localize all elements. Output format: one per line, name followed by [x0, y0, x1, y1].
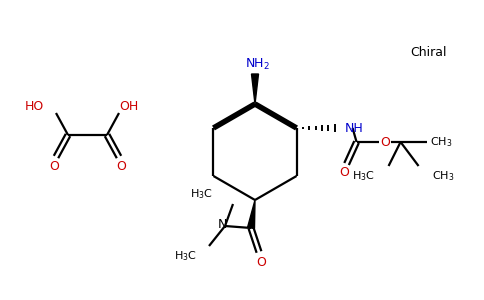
Text: Chiral: Chiral	[410, 46, 447, 59]
Text: O: O	[256, 256, 266, 268]
Text: CH$_3$: CH$_3$	[432, 169, 454, 183]
Text: H$_3$C: H$_3$C	[190, 187, 213, 201]
Text: CH$_3$: CH$_3$	[430, 135, 453, 149]
Text: H$_3$C: H$_3$C	[174, 249, 197, 263]
Polygon shape	[252, 74, 258, 104]
Text: OH: OH	[120, 100, 138, 112]
Polygon shape	[247, 200, 255, 229]
Text: NH: NH	[345, 122, 363, 134]
Text: NH$_2$: NH$_2$	[244, 56, 270, 71]
Text: O: O	[116, 160, 126, 172]
Text: O: O	[340, 167, 349, 179]
Text: O: O	[380, 136, 391, 148]
Text: O: O	[49, 160, 59, 172]
Text: H$_3$C: H$_3$C	[352, 169, 375, 183]
Text: N: N	[217, 218, 227, 232]
Text: HO: HO	[25, 100, 44, 112]
